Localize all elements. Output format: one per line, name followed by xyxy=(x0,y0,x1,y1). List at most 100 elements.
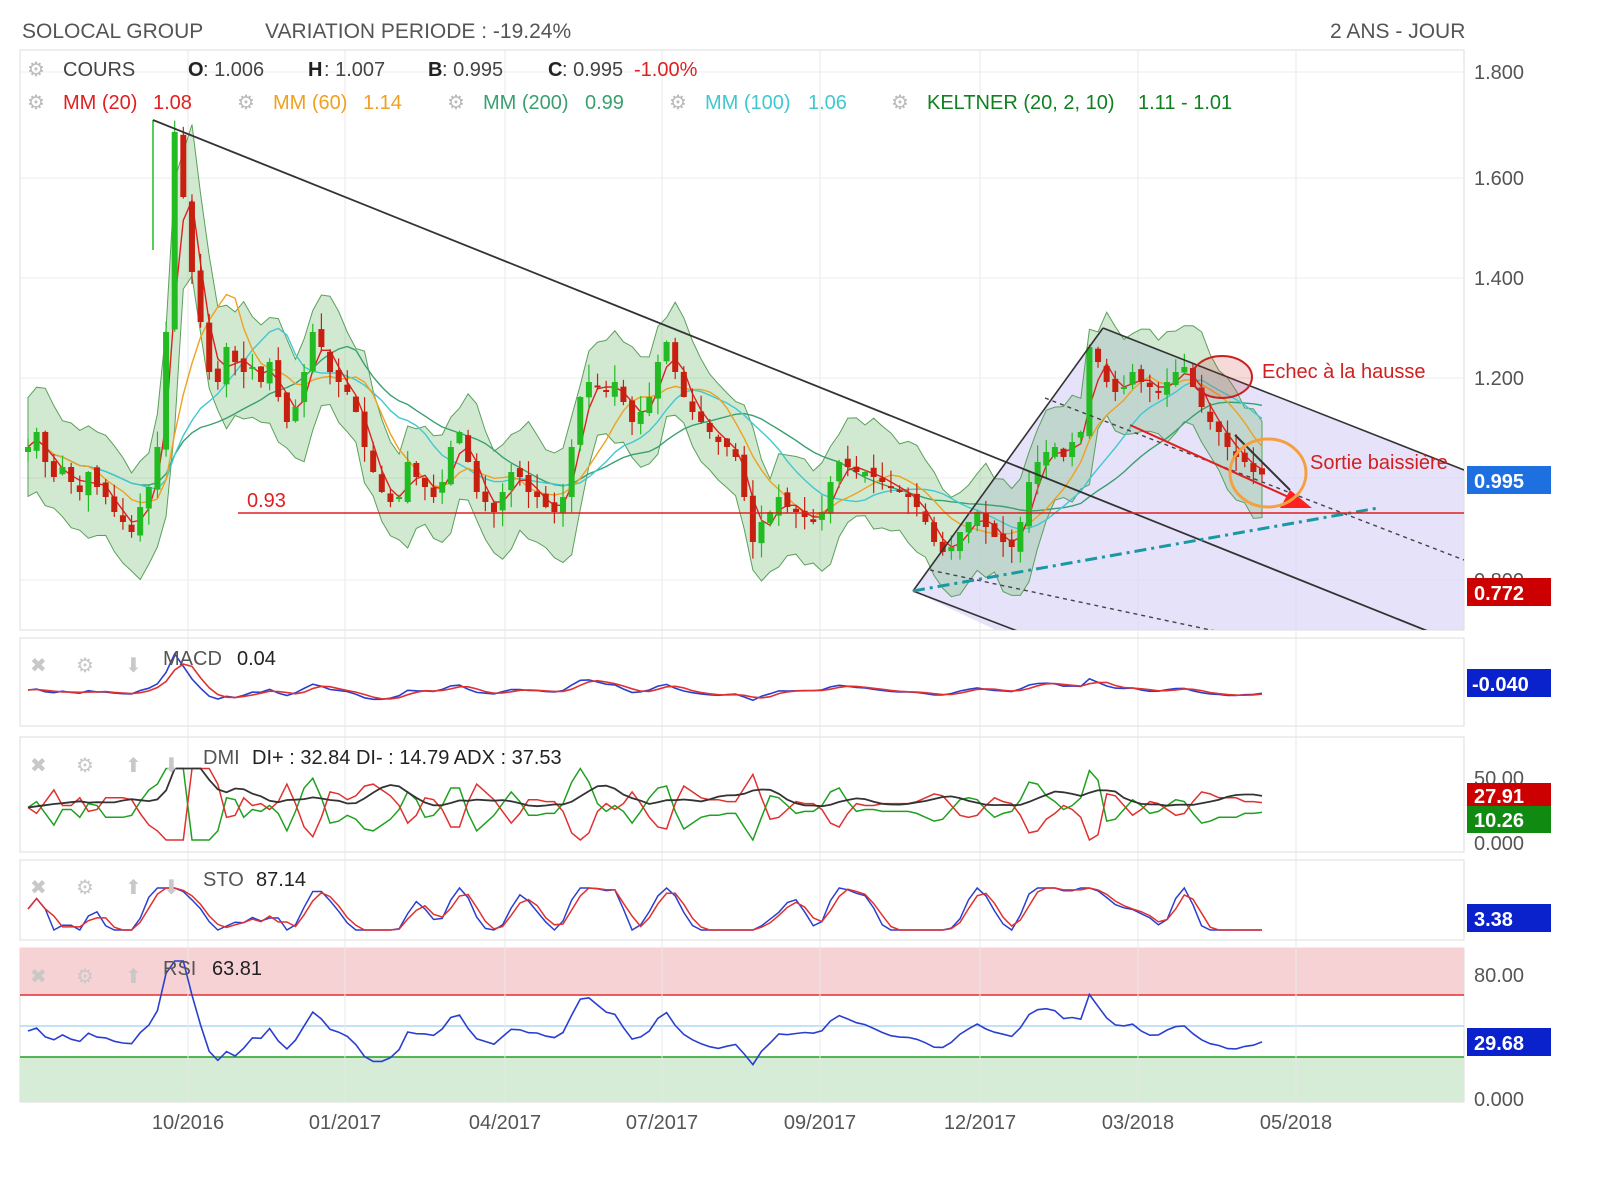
arrow-down-icon[interactable]: ⬇ xyxy=(163,755,180,777)
candle xyxy=(767,512,774,523)
candle xyxy=(223,347,230,385)
candle xyxy=(1224,432,1231,447)
macd-controls: ✖ ⚙ ⬇ MACD 0.04 xyxy=(30,648,276,677)
gear-icon[interactable]: ⚙ xyxy=(237,92,255,114)
candle xyxy=(905,493,912,497)
candle xyxy=(25,447,31,452)
candle xyxy=(801,510,808,517)
candle xyxy=(629,400,636,422)
candle xyxy=(534,491,541,497)
close-icon[interactable]: ✖ xyxy=(30,755,47,777)
gear-icon[interactable]: ⚙ xyxy=(76,966,94,988)
mm60-name: MM (60) xyxy=(273,92,347,114)
gear-icon[interactable]: ⚙ xyxy=(76,877,94,899)
arrow-up-icon[interactable]: ⬆ xyxy=(125,966,142,988)
rsi-badge-value: 29.68 xyxy=(1474,1033,1524,1055)
candle xyxy=(637,412,644,424)
indicator-mm20[interactable]: ⚙ MM (20) 1.08 xyxy=(27,92,192,114)
candle xyxy=(68,467,75,482)
candle xyxy=(1215,421,1222,432)
candle xyxy=(879,477,886,482)
candle xyxy=(387,493,394,502)
candle xyxy=(1146,382,1153,387)
candle xyxy=(922,511,929,522)
indicator-mm200[interactable]: ⚙ MM (200) 0.99 xyxy=(447,92,624,114)
gear-icon[interactable]: ⚙ xyxy=(76,755,94,777)
candle xyxy=(439,482,446,493)
candle xyxy=(33,432,40,451)
rsi-badge xyxy=(1467,1028,1551,1056)
candle xyxy=(680,371,687,397)
candle xyxy=(896,489,903,492)
candle xyxy=(232,350,239,362)
indicator-mm60[interactable]: ⚙ MM (60) 1.14 xyxy=(237,92,402,114)
close-key: C xyxy=(548,59,562,81)
candle xyxy=(327,351,334,372)
candle xyxy=(188,201,195,272)
mm100-line xyxy=(27,327,1263,530)
candle xyxy=(275,360,282,397)
candle xyxy=(1207,411,1214,422)
dmi-value: DI+ : 32.84 DI- : 14.79 ADX : 37.53 xyxy=(252,747,562,769)
breakout-line xyxy=(1234,434,1291,491)
mm60-line xyxy=(27,293,1263,535)
candle xyxy=(119,515,126,522)
candle xyxy=(853,466,860,472)
mm20-value: 1.08 xyxy=(153,92,192,114)
period-selector[interactable]: 2 ANS - JOUR xyxy=(1330,20,1465,43)
arrow-down-icon[interactable]: ⬇ xyxy=(125,655,142,677)
high-key: H xyxy=(308,59,322,81)
macd-lines xyxy=(27,652,1263,702)
candle xyxy=(1164,382,1171,395)
macd-signal-line xyxy=(27,663,1263,700)
candle xyxy=(301,372,308,403)
candle xyxy=(516,468,523,477)
candle xyxy=(620,386,627,402)
close-value: : 0.995 xyxy=(562,59,623,81)
support-093-label: 0.93 xyxy=(247,490,286,512)
candle xyxy=(1112,378,1119,392)
candle xyxy=(560,497,567,514)
stock-title: SOLOCAL GROUP xyxy=(22,20,203,43)
sto-controls: ✖ ⚙ ⬆ ⬇ STO 87.14 xyxy=(30,869,306,899)
gear-icon[interactable]: ⚙ xyxy=(669,92,687,114)
gear-icon[interactable]: ⚙ xyxy=(27,92,45,114)
candle xyxy=(309,332,316,372)
dmi-lines xyxy=(27,767,1263,842)
gear-icon[interactable]: ⚙ xyxy=(76,655,94,677)
candle xyxy=(732,449,739,457)
gear-icon[interactable]: ⚙ xyxy=(27,59,45,81)
candle xyxy=(1259,468,1265,475)
candle xyxy=(197,270,204,322)
rsi-tick-80: 80.00 xyxy=(1474,965,1524,987)
gear-icon[interactable]: ⚙ xyxy=(891,92,909,114)
pitchfork-median-lower xyxy=(929,569,1214,630)
candle xyxy=(793,508,800,512)
arrow-down-icon[interactable]: ⬇ xyxy=(163,877,180,899)
rsi-value: 63.81 xyxy=(212,958,262,980)
indicator-mm100[interactable]: ⚙ MM (100) 1.06 xyxy=(669,92,847,114)
dmi-badge-red-value: 27.91 xyxy=(1474,786,1524,808)
arrow-up-icon[interactable]: ⬆ xyxy=(125,877,142,899)
dmi-controls: ✖ ⚙ ⬆ ⬇ DMI DI+ : 32.84 DI- : 14.79 ADX … xyxy=(30,747,562,777)
candle xyxy=(784,492,791,507)
close-icon[interactable]: ✖ xyxy=(30,966,47,988)
indicator-keltner[interactable]: ⚙ KELTNER (20, 2, 10) 1.11 - 1.01 xyxy=(891,92,1232,114)
candle xyxy=(240,358,247,372)
arrow-up-icon[interactable]: ⬆ xyxy=(125,755,142,777)
candle xyxy=(603,389,610,392)
candle xyxy=(344,384,351,392)
candle xyxy=(568,447,575,497)
candle xyxy=(102,482,109,497)
candle xyxy=(654,362,661,399)
gear-icon[interactable]: ⚙ xyxy=(447,92,465,114)
sto-value: 87.14 xyxy=(256,869,306,891)
close-icon[interactable]: ✖ xyxy=(30,655,47,677)
mm200-name: MM (200) xyxy=(483,92,569,114)
close-icon[interactable]: ✖ xyxy=(30,877,47,899)
sto-panel xyxy=(19,859,1465,941)
candle xyxy=(982,512,989,527)
candle xyxy=(775,497,782,516)
candle xyxy=(663,342,670,362)
